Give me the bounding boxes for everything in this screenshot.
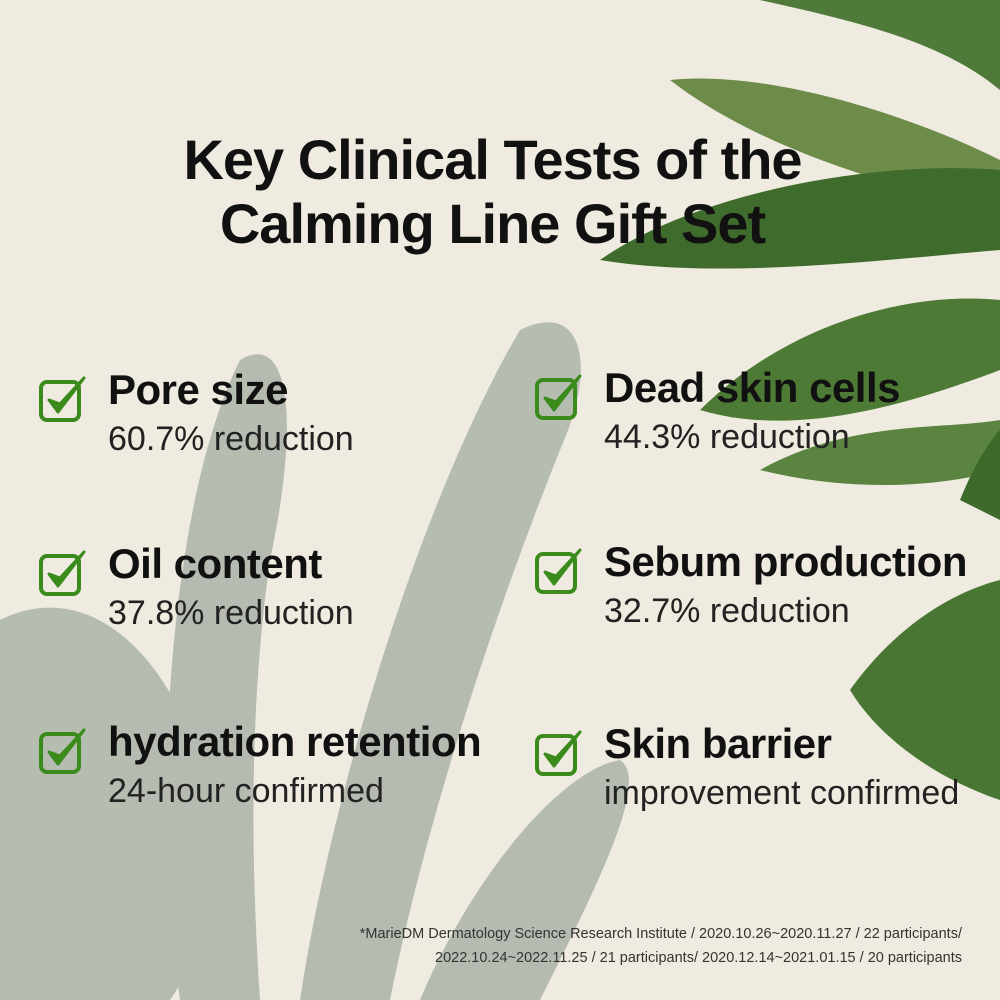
leaf-shadow: [0, 322, 629, 1000]
footnote-line-1: *MarieDM Dermatology Science Research In…: [359, 926, 962, 942]
test-value: 32.7% reduction: [604, 592, 850, 630]
test-value: 37.8% reduction: [108, 594, 354, 632]
test-label: Skin barrier: [604, 720, 832, 767]
test-value: 24-hour confirmed: [108, 772, 384, 810]
test-label: Sebum production: [604, 538, 968, 585]
title-line-2: Calming Line Gift Set: [219, 192, 766, 255]
footnote-line-2: 2022.10.24~2022.11.25 / 21 participants/…: [435, 950, 962, 966]
test-value: 44.3% reduction: [604, 418, 850, 456]
green-leaves: [600, 0, 1000, 800]
footnote: *MarieDM Dermatology Science Research In…: [360, 922, 962, 970]
test-label: hydration retention: [108, 718, 482, 765]
test-label: Pore size: [108, 366, 288, 413]
checkbox-check-icon: [39, 376, 86, 422]
checkbox-check-icon: [39, 728, 86, 774]
test-label: Dead skin cells: [604, 364, 901, 411]
checkbox-check-icon: [535, 730, 582, 776]
checkbox-check-icon: [39, 550, 86, 596]
test-value: 60.7% reduction: [108, 420, 354, 458]
test-value: improvement confirmed: [604, 774, 960, 812]
checkbox-check-icon: [535, 374, 582, 420]
page-title: Key Clinical Tests of the Calming Line Gi…: [0, 128, 985, 256]
test-label: Oil content: [108, 540, 322, 587]
checkbox-check-icon: [535, 548, 582, 594]
title-line-1: Key Clinical Tests of the: [183, 128, 802, 191]
